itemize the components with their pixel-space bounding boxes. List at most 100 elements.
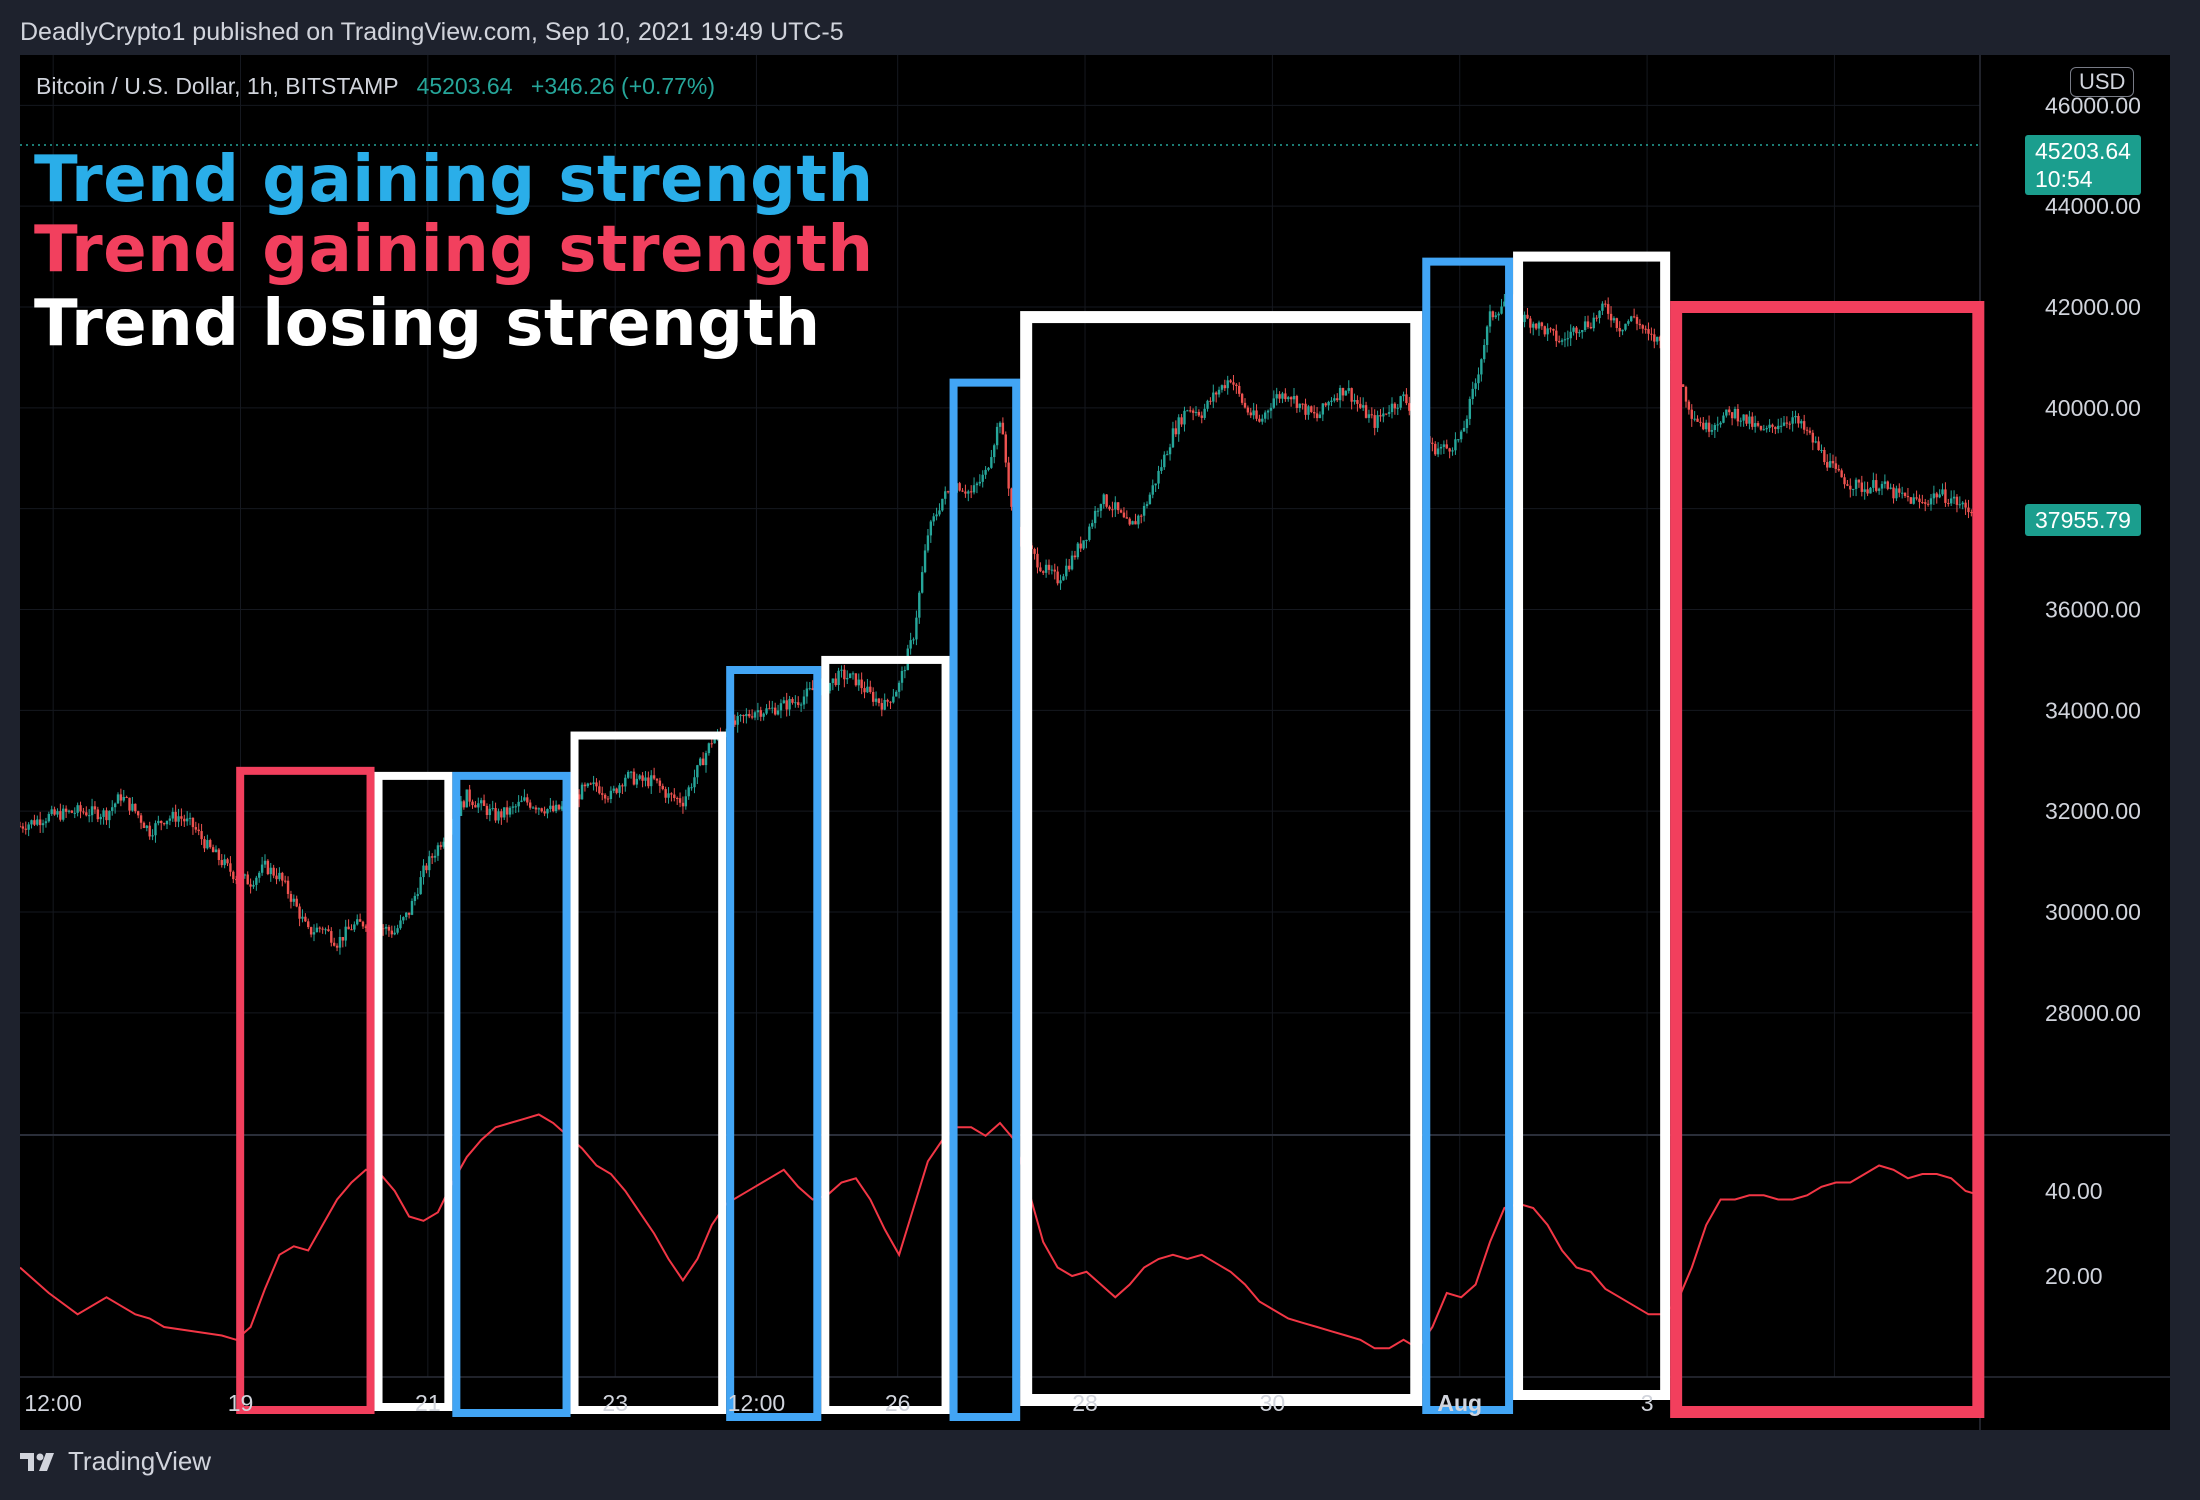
candle-body (1534, 323, 1538, 329)
candle-body (364, 926, 368, 928)
candle-body (1785, 422, 1789, 424)
candle-body (1497, 313, 1500, 316)
publish-caption: DeadlyCrypto1 published on TradingView.c… (20, 18, 844, 46)
candle-body (116, 794, 120, 804)
candle-body (1140, 515, 1143, 517)
candle-body (1396, 407, 1399, 409)
candle-body (1093, 510, 1097, 524)
candle-body (1733, 408, 1737, 419)
candle-body (1779, 425, 1783, 427)
candle-body (514, 806, 517, 808)
symbol-name: Bitcoin / U.S. Dollar, 1h, BITSTAMP (36, 73, 399, 99)
candle-body (145, 825, 149, 829)
candle-body (286, 880, 290, 894)
candle-body (1655, 336, 1659, 342)
indicator-tick-label: 40.00 (2045, 1178, 2103, 1204)
candle-body (1918, 498, 1921, 503)
candle-body (615, 788, 618, 793)
candle-body (1707, 422, 1711, 432)
candle-body (1258, 418, 1261, 422)
candle-body (38, 819, 42, 826)
candle-body (1811, 432, 1815, 443)
candle-body (1808, 430, 1812, 433)
candle-body (252, 884, 255, 887)
tradingview-logo[interactable]: TradingView (20, 1446, 211, 1477)
candle-body (874, 698, 878, 702)
candle-body (1076, 543, 1080, 558)
candle-body (1869, 487, 1872, 494)
candle-body (358, 919, 362, 922)
candle-body (736, 716, 739, 725)
candle-body (102, 810, 105, 817)
candle-body (650, 775, 653, 787)
candle-body (1301, 403, 1304, 405)
candle-body (396, 928, 399, 933)
candle-body (1586, 321, 1590, 327)
candle-body (407, 912, 411, 915)
chart-frame[interactable]: 46000.00 44000.00 42000.00 40000.00 36000.00… (20, 55, 2170, 1430)
candle-body (1774, 426, 1777, 430)
candle-body (1448, 448, 1451, 452)
candle-body (1857, 479, 1861, 483)
candle-body (1102, 494, 1105, 505)
candle-body (338, 936, 342, 948)
candle-body (1722, 415, 1725, 423)
candle-body (1287, 397, 1290, 400)
candle-body (1235, 384, 1238, 386)
candle-body (520, 800, 523, 802)
candle-body (1765, 428, 1768, 430)
candle-body (742, 714, 745, 717)
candle-body (1615, 318, 1619, 329)
candle-body (162, 823, 166, 825)
candle-body (79, 805, 82, 812)
candle-body (384, 926, 388, 929)
candle-body (436, 845, 440, 856)
candle-body (474, 805, 477, 808)
candle-body (44, 821, 48, 824)
currency-badge[interactable]: USD (2070, 67, 2135, 97)
trend-box-blue (949, 378, 1021, 1421)
candle-body (1926, 503, 1930, 505)
candle-body (1485, 326, 1489, 346)
candle-body (1699, 421, 1702, 423)
candle-body (846, 678, 849, 680)
time-tick-label: 21 (415, 1390, 441, 1416)
candle-body (644, 777, 647, 781)
candle-body (635, 778, 639, 785)
price-tick-label: 44000.00 (2045, 193, 2141, 219)
candle-body (154, 823, 157, 836)
candle-body (1307, 406, 1310, 415)
candle-body (1330, 400, 1333, 402)
candle-body (243, 874, 247, 876)
candle-body (1387, 412, 1391, 414)
candle-body (1552, 328, 1555, 331)
candle-body (1189, 410, 1192, 412)
trend-box-red (236, 766, 375, 1414)
candle-body (1079, 543, 1082, 549)
candle-body (1612, 318, 1616, 321)
candle-body (978, 481, 982, 484)
candle-body (413, 895, 417, 901)
candle-body (494, 808, 497, 821)
candle-body (1238, 385, 1241, 394)
candle-body (1165, 454, 1169, 456)
candle-body (969, 491, 973, 493)
candle-body (670, 793, 673, 795)
candle-body (1690, 409, 1693, 419)
candle-body (301, 916, 304, 919)
candle-body (1393, 403, 1397, 409)
candle-body (1212, 392, 1215, 402)
candle-body (1782, 422, 1786, 426)
countdown-label: 10:54 (2035, 166, 2093, 192)
candle-body (1805, 429, 1809, 431)
candle-body (1849, 485, 1852, 490)
candle-body (1298, 403, 1301, 409)
candle-body (503, 807, 506, 818)
candle-body (912, 639, 915, 641)
chart-canvas[interactable]: 46000.0044000.0042000.0040000.0036000.00… (20, 55, 2170, 1430)
candle-body (1595, 317, 1598, 319)
candle-body (1606, 304, 1610, 314)
candle-body (603, 794, 607, 799)
price-tick-label: 34000.00 (2045, 697, 2141, 723)
symbol-legend: Bitcoin / U.S. Dollar, 1h, BITSTAMP 4520… (36, 73, 715, 100)
